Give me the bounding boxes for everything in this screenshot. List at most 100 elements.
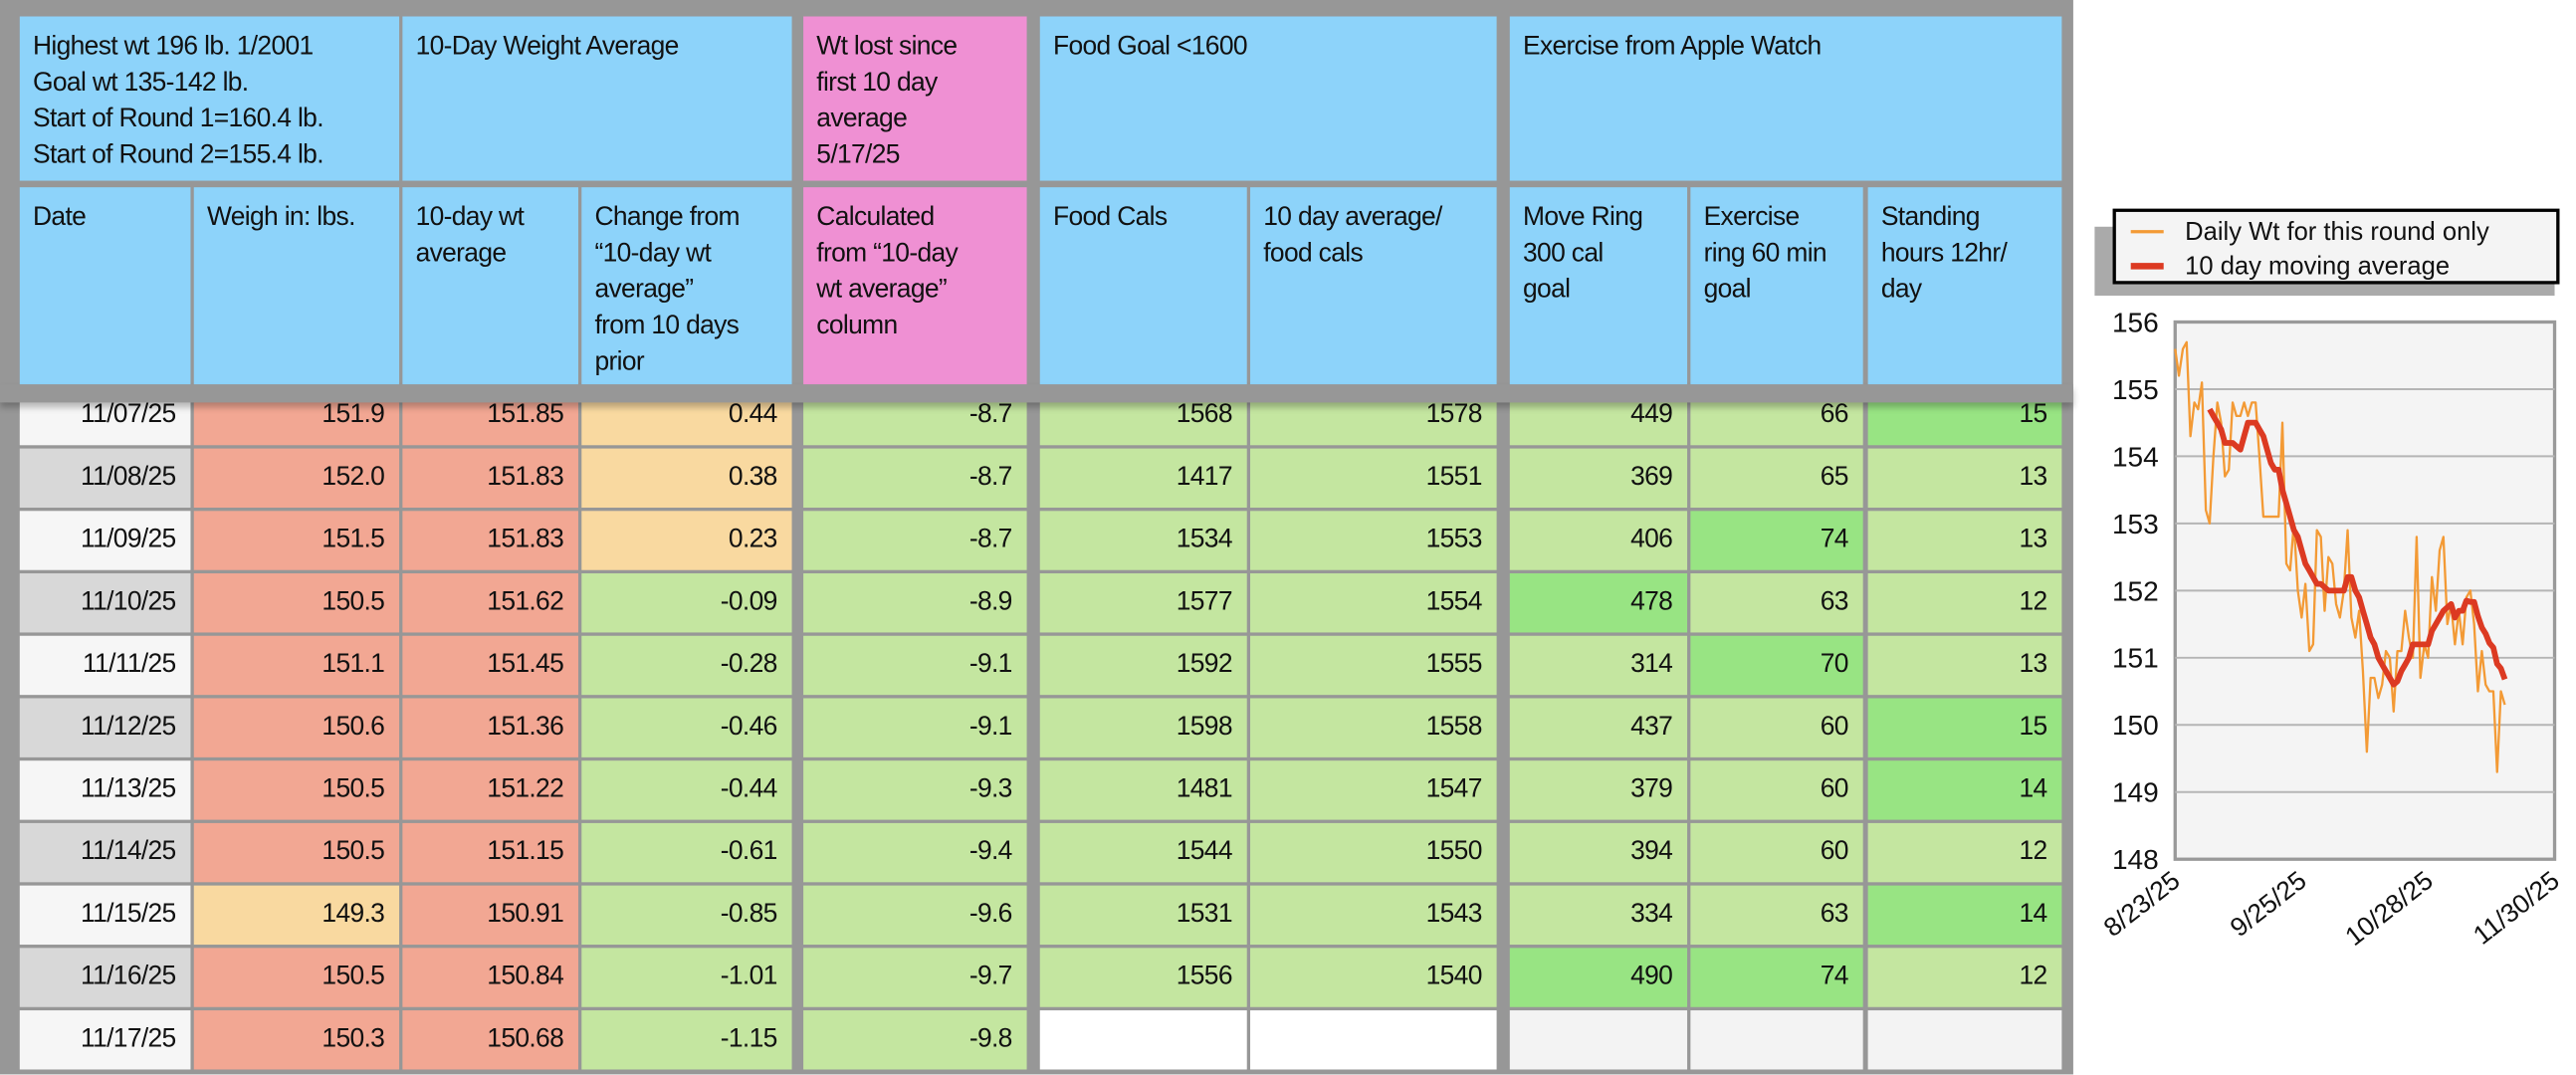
cell-ex[interactable]: 63 xyxy=(1690,885,1863,946)
cell-date[interactable]: 11/08/25 xyxy=(19,448,191,509)
cell-date[interactable]: 11/13/25 xyxy=(19,760,191,820)
column-header-move[interactable]: Move Ring 300 cal goal xyxy=(1509,187,1688,385)
cell-date[interactable]: 11/09/25 xyxy=(19,511,191,570)
cell-ex[interactable]: 63 xyxy=(1690,573,1863,633)
cell-stand[interactable] xyxy=(1867,1010,2062,1070)
cell-food[interactable]: 1417 xyxy=(1039,448,1247,509)
cell-food[interactable]: 1598 xyxy=(1039,698,1247,757)
cell-weigh[interactable]: 150.5 xyxy=(193,760,400,820)
cell-stand[interactable]: 12 xyxy=(1867,822,2062,883)
cell-stand[interactable]: 13 xyxy=(1867,511,2062,570)
cell-favg[interactable]: 1550 xyxy=(1250,822,1497,883)
cell-date[interactable]: 11/17/25 xyxy=(19,1010,191,1070)
group-header-food[interactable]: Food Goal <1600 xyxy=(1039,16,1497,181)
cell-move[interactable]: 334 xyxy=(1509,885,1688,946)
cell-change[interactable]: -1.01 xyxy=(581,948,792,1007)
cell-move[interactable]: 369 xyxy=(1509,448,1688,509)
cell-move[interactable]: 490 xyxy=(1509,948,1688,1007)
cell-change[interactable]: -0.44 xyxy=(581,760,792,820)
column-header-ex[interactable]: Exercise ring 60 min goal xyxy=(1690,187,1863,385)
column-header-date[interactable]: Date xyxy=(19,187,191,385)
cell-avg[interactable]: 151.36 xyxy=(402,698,578,757)
cell-calc[interactable]: -8.7 xyxy=(803,448,1027,509)
cell-weigh[interactable]: 150.5 xyxy=(193,822,400,883)
cell-calc[interactable]: -8.9 xyxy=(803,573,1027,633)
cell-favg[interactable]: 1554 xyxy=(1250,573,1497,633)
column-header-change[interactable]: Change from “10-day wt average” from 10 … xyxy=(581,187,792,385)
cell-weigh[interactable]: 151.1 xyxy=(193,635,400,696)
cell-weigh[interactable]: 152.0 xyxy=(193,448,400,509)
cell-avg[interactable]: 151.83 xyxy=(402,511,578,570)
cell-food[interactable]: 1544 xyxy=(1039,822,1247,883)
cell-calc[interactable]: -9.1 xyxy=(803,698,1027,757)
cell-avg[interactable]: 151.22 xyxy=(402,760,578,820)
cell-avg[interactable]: 151.62 xyxy=(402,573,578,633)
cell-move[interactable]: 394 xyxy=(1509,822,1688,883)
cell-change[interactable]: 0.23 xyxy=(581,511,792,570)
cell-favg[interactable]: 1553 xyxy=(1250,511,1497,570)
cell-move[interactable]: 379 xyxy=(1509,760,1688,820)
group-header-avg10[interactable]: 10-Day Weight Average xyxy=(402,16,792,181)
cell-ex[interactable]: 74 xyxy=(1690,948,1863,1007)
cell-move[interactable]: 314 xyxy=(1509,635,1688,696)
cell-avg[interactable]: 150.68 xyxy=(402,1010,578,1070)
cell-food[interactable] xyxy=(1039,1010,1247,1070)
cell-weigh[interactable]: 150.3 xyxy=(193,1010,400,1070)
column-header-food[interactable]: Food Cals xyxy=(1039,187,1247,385)
group-header-exercise[interactable]: Exercise from Apple Watch xyxy=(1509,16,2062,181)
cell-ex[interactable]: 60 xyxy=(1690,822,1863,883)
cell-stand[interactable]: 12 xyxy=(1867,948,2062,1007)
cell-date[interactable]: 11/15/25 xyxy=(19,885,191,946)
cell-change[interactable]: -1.15 xyxy=(581,1010,792,1070)
cell-food[interactable]: 1592 xyxy=(1039,635,1247,696)
column-header-favg[interactable]: 10 day average/ food cals xyxy=(1250,187,1497,385)
cell-ex[interactable] xyxy=(1690,1010,1863,1070)
cell-stand[interactable]: 13 xyxy=(1867,635,2062,696)
cell-food[interactable]: 1531 xyxy=(1039,885,1247,946)
cell-change[interactable]: -0.61 xyxy=(581,822,792,883)
cell-favg[interactable]: 1551 xyxy=(1250,448,1497,509)
cell-food[interactable]: 1556 xyxy=(1039,948,1247,1007)
cell-date[interactable]: 11/16/25 xyxy=(19,948,191,1007)
cell-change[interactable]: -0.85 xyxy=(581,885,792,946)
cell-calc[interactable]: -9.3 xyxy=(803,760,1027,820)
cell-date[interactable]: 11/12/25 xyxy=(19,698,191,757)
cell-ex[interactable]: 60 xyxy=(1690,698,1863,757)
cell-calc[interactable]: -8.7 xyxy=(803,511,1027,570)
column-header-stand[interactable]: Standing hours 12hr/ day xyxy=(1867,187,2062,385)
cell-ex[interactable]: 65 xyxy=(1690,448,1863,509)
cell-calc[interactable]: -9.4 xyxy=(803,822,1027,883)
cell-avg[interactable]: 151.45 xyxy=(402,635,578,696)
cell-favg[interactable]: 1558 xyxy=(1250,698,1497,757)
cell-weigh[interactable]: 150.6 xyxy=(193,698,400,757)
group-header-summary[interactable]: Highest wt 196 lb. 1/2001 Goal wt 135-14… xyxy=(19,16,400,181)
cell-avg[interactable]: 151.83 xyxy=(402,448,578,509)
cell-avg[interactable]: 151.15 xyxy=(402,822,578,883)
cell-weigh[interactable]: 151.5 xyxy=(193,511,400,570)
cell-ex[interactable]: 60 xyxy=(1690,760,1863,820)
cell-move[interactable]: 437 xyxy=(1509,698,1688,757)
cell-avg[interactable]: 150.84 xyxy=(402,948,578,1007)
cell-food[interactable]: 1534 xyxy=(1039,511,1247,570)
cell-calc[interactable]: -9.6 xyxy=(803,885,1027,946)
cell-food[interactable]: 1577 xyxy=(1039,573,1247,633)
cell-change[interactable]: -0.46 xyxy=(581,698,792,757)
cell-favg[interactable]: 1540 xyxy=(1250,948,1497,1007)
cell-food[interactable]: 1481 xyxy=(1039,760,1247,820)
cell-avg[interactable]: 150.91 xyxy=(402,885,578,946)
column-header-calc[interactable]: Calculated from “10-day wt average” colu… xyxy=(803,187,1027,385)
cell-change[interactable]: -0.09 xyxy=(581,573,792,633)
cell-stand[interactable]: 12 xyxy=(1867,573,2062,633)
group-header-lost[interactable]: Wt lost since first 10 day average 5/17/… xyxy=(803,16,1027,181)
cell-calc[interactable]: -9.7 xyxy=(803,948,1027,1007)
cell-stand[interactable]: 14 xyxy=(1867,885,2062,946)
cell-date[interactable]: 11/11/25 xyxy=(19,635,191,696)
cell-move[interactable]: 406 xyxy=(1509,511,1688,570)
cell-favg[interactable]: 1547 xyxy=(1250,760,1497,820)
cell-calc[interactable]: -9.1 xyxy=(803,635,1027,696)
cell-move[interactable]: 478 xyxy=(1509,573,1688,633)
cell-weigh[interactable]: 150.5 xyxy=(193,573,400,633)
cell-move[interactable] xyxy=(1509,1010,1688,1070)
cell-ex[interactable]: 74 xyxy=(1690,511,1863,570)
cell-favg[interactable]: 1555 xyxy=(1250,635,1497,696)
